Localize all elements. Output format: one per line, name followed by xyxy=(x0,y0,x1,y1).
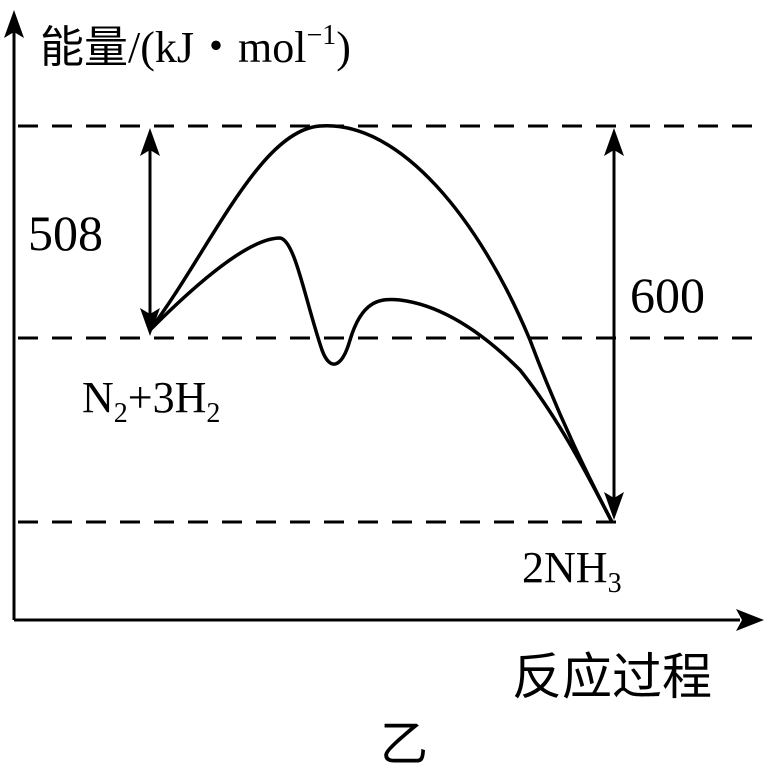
x-axis-arrow-icon xyxy=(736,609,764,631)
figure-caption: 乙 xyxy=(380,716,428,768)
reactants-h-sub: 2 xyxy=(206,398,220,429)
reactants-mid: +3H xyxy=(128,373,207,422)
y-axis-arrow-icon xyxy=(4,10,24,38)
catalysed-curve xyxy=(148,236,614,523)
products-sub: 3 xyxy=(608,568,622,599)
y-axis-label-prefix: 能量/(kJ・mol xyxy=(40,23,306,72)
products-nh: 2NH xyxy=(522,543,608,592)
reactants-n-sub: 2 xyxy=(114,398,128,429)
released-arrow-top-icon xyxy=(604,128,624,156)
released-energy-label: 600 xyxy=(630,267,705,323)
released-arrow-bottom-icon xyxy=(604,492,624,520)
x-axis-label: 反应过程 xyxy=(512,648,712,706)
y-axis-label-sup: −1 xyxy=(306,20,336,51)
reactants-label: N2+3H2 xyxy=(82,373,220,429)
activation-energy-label: 508 xyxy=(28,205,103,261)
activation-arrow-bottom-icon xyxy=(140,308,160,336)
y-axis-label-suffix: ) xyxy=(336,23,351,72)
y-axis-label: 能量/(kJ・mol−1) xyxy=(40,20,351,72)
activation-arrow-top-icon xyxy=(140,128,160,156)
reactants-n: N xyxy=(82,373,114,422)
uncatalysed-curve xyxy=(148,124,614,523)
products-label: 2NH3 xyxy=(522,543,622,599)
